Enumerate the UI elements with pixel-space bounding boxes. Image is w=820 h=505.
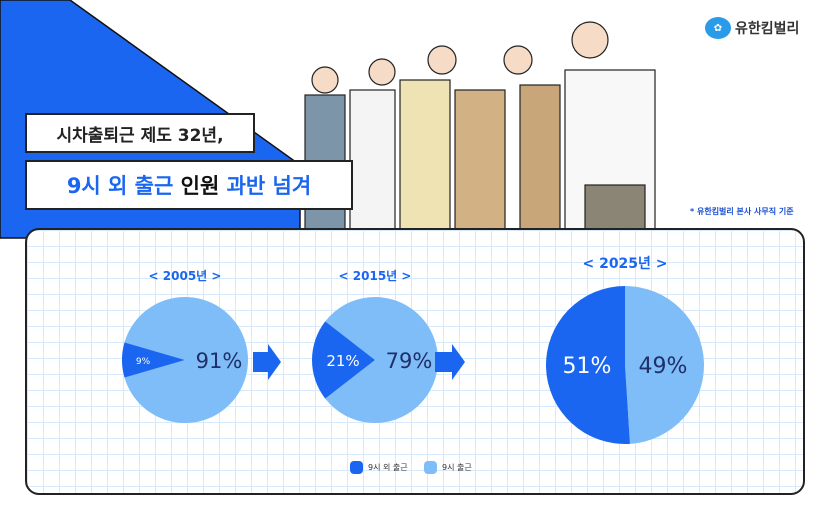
- pie-slice-at-9: [325, 297, 438, 423]
- headline-part: 인원: [180, 174, 220, 198]
- data-label: 49%: [639, 354, 688, 379]
- chart-title-2015: < 2015년 >: [339, 269, 412, 283]
- data-label: 51%: [563, 354, 612, 379]
- pie-slice-at-9: [625, 286, 704, 444]
- chart-title-2005: < 2005년 >: [149, 269, 222, 283]
- legend-swatch: [350, 461, 363, 474]
- logo-mark-icon: ✿: [705, 17, 731, 39]
- data-label: 9%: [136, 357, 151, 367]
- headline-line2: 9시 외 출근 인원 과반 넘겨: [25, 160, 353, 210]
- data-label: 91%: [196, 349, 243, 373]
- arrow-right-icon: [253, 344, 281, 380]
- headline-part: 9시 외 출근: [66, 174, 174, 198]
- legend-swatch: [424, 461, 437, 474]
- pie-slice-at-9: [124, 296, 248, 423]
- company-logo: ✿ 유한킴벌리: [705, 17, 799, 39]
- pie-slice-outside-9: [122, 342, 185, 378]
- logo-name: 유한킴벌리: [735, 21, 800, 37]
- headline-line1: 시차출퇴근 제도 32년,: [25, 113, 255, 153]
- legend-label: 9시 외 출근: [368, 463, 408, 472]
- headline-line1-text: 시차출퇴근 제도 32년,: [56, 125, 224, 146]
- legend-item-at-9: 9시 출근: [424, 461, 472, 474]
- legend-item-outside-9: 9시 외 출근: [350, 461, 408, 474]
- data-label: 79%: [386, 349, 433, 373]
- legend-label: 9시 출근: [442, 463, 472, 472]
- commuters-illustration: [304, 21, 656, 236]
- headline-part: 과반 넘겨: [226, 174, 312, 198]
- pie-slice-outside-9: [545, 286, 630, 445]
- data-label: 21%: [326, 352, 359, 370]
- chart-title-2025: < 2025년 >: [582, 256, 667, 272]
- footnote: * 유한킴벌리 본사 사무직 기준: [690, 207, 794, 216]
- arrow-right-icon: [435, 344, 465, 380]
- pie-slice-outside-9: [312, 321, 375, 399]
